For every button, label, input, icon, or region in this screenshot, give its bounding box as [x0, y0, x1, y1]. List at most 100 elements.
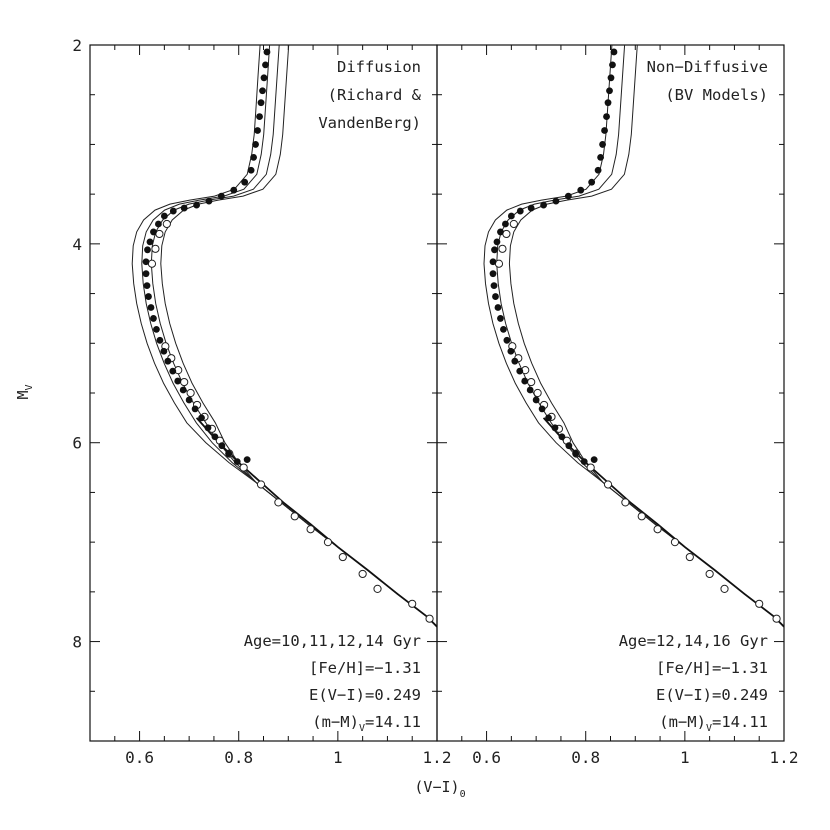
open-point: [603, 480, 613, 489]
filled-point: [198, 414, 205, 422]
filled-point: [145, 293, 152, 300]
open-point: [527, 377, 536, 387]
filled-point: [169, 207, 177, 215]
open-point: [256, 480, 266, 489]
plot-area: [131, 45, 437, 628]
filled-point: [607, 74, 615, 82]
filled-point: [164, 357, 172, 365]
filled-point: [565, 442, 573, 450]
open-point: [533, 388, 542, 398]
filled-point: [233, 458, 241, 466]
filled-point: [191, 405, 199, 413]
filled-point: [491, 246, 498, 254]
open-point: [239, 463, 248, 472]
note-main: (m−M): [659, 713, 706, 731]
open-point: [151, 244, 160, 253]
filled-point: [143, 282, 151, 290]
filled-point: [142, 258, 150, 266]
panel-note: [Fe/H]=−1.31: [656, 659, 768, 677]
isochrone-line: [508, 45, 784, 628]
y-tick-label: 2: [72, 36, 82, 55]
isochrone-line: [141, 45, 437, 628]
filled-point: [609, 61, 616, 69]
filled-point: [527, 204, 535, 212]
open-point: [772, 614, 781, 623]
filled-point: [577, 186, 585, 194]
filled-point: [489, 270, 497, 278]
open-point: [155, 229, 164, 239]
filled-point: [564, 192, 572, 200]
filled-point: [160, 212, 168, 220]
panels-layer: 2 4 6 8 0.6 0.8 1 1.2 Diffusion (Richard & VandenB…: [72, 36, 798, 767]
open-point: [637, 512, 646, 521]
filled-point: [259, 87, 266, 95]
open-point: [147, 259, 157, 268]
filled-point: [193, 201, 200, 209]
filled-point: [610, 48, 618, 56]
isochrone-line: [160, 45, 437, 628]
filled-point: [218, 442, 226, 450]
filled-point: [179, 386, 187, 394]
filled-point: [256, 113, 263, 120]
open-point: [755, 599, 764, 608]
filled-point: [516, 207, 524, 215]
filled-point: [545, 414, 552, 422]
panel-note: Age=12,14,16 Gyr: [619, 632, 768, 650]
filled-point: [257, 99, 265, 107]
open-point: [494, 259, 504, 268]
filled-point: [205, 197, 213, 205]
filled-point: [211, 433, 219, 441]
filled-point: [516, 367, 524, 375]
filled-point: [521, 377, 529, 385]
panel-note: Age=10,11,12,14 Gyr: [244, 632, 421, 650]
open-point: [653, 525, 662, 534]
panel-note: (m−M)V=14.11: [312, 713, 421, 734]
filled-point: [497, 315, 504, 322]
filled-point: [146, 238, 154, 246]
open-point: [509, 219, 518, 229]
filled-point: [594, 166, 602, 174]
filled-point: [262, 61, 269, 69]
y-axis-title-main: M: [14, 391, 32, 400]
filled-point: [511, 357, 519, 365]
filled-point: [142, 270, 150, 278]
panel-title-line: Diffusion: [337, 58, 421, 76]
filled-point: [144, 246, 151, 254]
x-tick-label: 1: [680, 748, 690, 767]
y-tick-label: 8: [72, 633, 82, 652]
note-main: (m−M): [312, 713, 359, 731]
x-tick-label: 1: [333, 748, 343, 767]
open-point: [685, 552, 694, 562]
filled-point: [599, 141, 606, 148]
filled-point: [606, 87, 613, 95]
x-tick-label: 1.2: [770, 748, 799, 767]
open-point: [162, 219, 171, 229]
plot-area: [483, 45, 784, 628]
filled-point: [494, 304, 502, 311]
filled-point: [588, 178, 596, 186]
filled-point: [580, 458, 588, 466]
open-point: [373, 584, 382, 593]
filled-point: [243, 456, 251, 464]
x-tick-label: 0.8: [571, 748, 600, 767]
filled-point: [489, 258, 497, 266]
open-point: [180, 377, 189, 387]
open-point: [274, 498, 283, 507]
filled-point: [558, 433, 566, 441]
filled-point: [160, 347, 168, 355]
isochrone-line: [131, 45, 437, 628]
panel-right: 0.6 0.8 1 1.2 Non−Diffusive (BV Models) Age=12…: [436, 44, 799, 767]
x-axis-title: (V−I)0: [414, 778, 465, 800]
note-tail: =14.11: [712, 713, 768, 731]
filled-point: [492, 293, 499, 300]
open-point: [338, 552, 347, 562]
open-point: [705, 569, 714, 579]
isochrone-line: [483, 45, 784, 628]
open-point: [502, 229, 511, 239]
filled-point: [507, 212, 515, 220]
filled-point: [572, 450, 580, 458]
x-tick-label: 0.6: [472, 748, 501, 767]
isochrone-line: [150, 45, 437, 628]
filled-point: [603, 113, 610, 120]
